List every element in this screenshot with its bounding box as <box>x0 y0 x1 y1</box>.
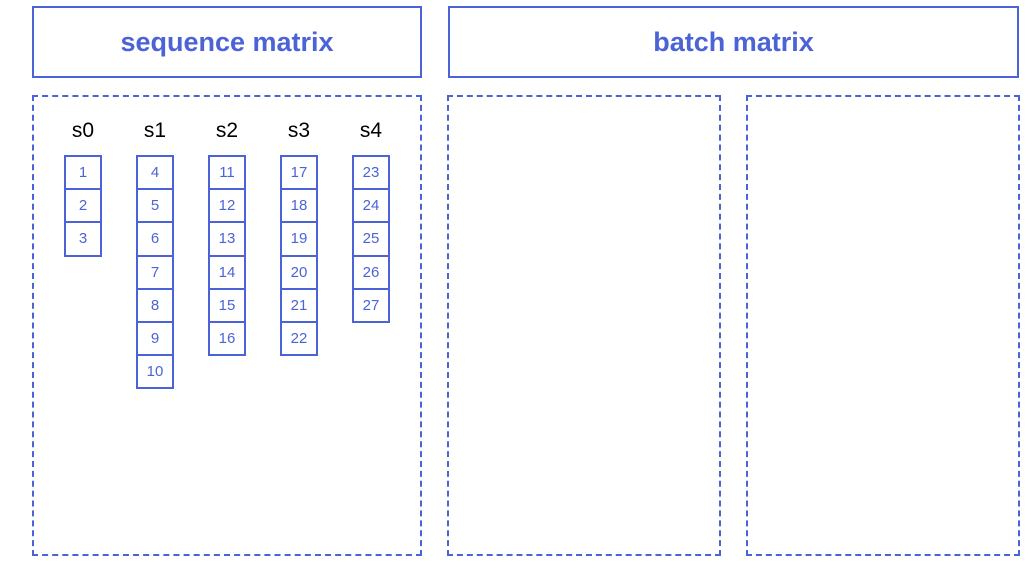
token-cell: 22 <box>280 320 318 357</box>
token-cell: 9 <box>136 320 174 357</box>
token-cell: 14 <box>208 254 246 290</box>
token-cell: 18 <box>280 188 318 224</box>
batch-matrix-header: batch matrix <box>448 6 1019 78</box>
token-cell: 15 <box>208 287 246 323</box>
sequence-label: s3 <box>287 119 311 142</box>
token-cell: 6 <box>136 221 174 257</box>
token-cell: 23 <box>352 155 390 191</box>
sequence-column-s2: s2 11 12 13 14 15 16 <box>208 119 246 357</box>
sequence-column-s4: s4 23 24 25 26 27 <box>352 119 390 323</box>
token-cell: 11 <box>208 155 246 191</box>
token-cell: 16 <box>208 320 246 357</box>
token-cell: 1 <box>64 155 102 191</box>
batch-matrix-panel-right <box>746 95 1020 556</box>
batch-matrix-title: batch matrix <box>653 26 814 57</box>
batch-matrix-panel-left <box>447 95 721 556</box>
sequence-label: s4 <box>359 119 383 142</box>
sequence-column-s0: s0 1 2 3 <box>64 119 102 257</box>
sequence-matrix-panel <box>32 95 422 556</box>
token-cell: 10 <box>136 354 174 390</box>
token-cell: 3 <box>64 221 102 257</box>
token-cell: 24 <box>352 188 390 224</box>
token-cell: 2 <box>64 188 102 224</box>
token-cell: 19 <box>280 221 318 257</box>
sequence-label: s2 <box>215 119 239 142</box>
token-cell: 8 <box>136 287 174 323</box>
token-cell: 27 <box>352 287 390 323</box>
token-cell: 13 <box>208 221 246 257</box>
sequence-matrix-title: sequence matrix <box>120 26 334 57</box>
token-cell: 20 <box>280 254 318 290</box>
token-cell: 7 <box>136 254 174 290</box>
sequence-matrix-header: sequence matrix <box>32 6 422 78</box>
token-cell: 12 <box>208 188 246 224</box>
sequence-label: s1 <box>143 119 167 142</box>
sequence-label: s0 <box>71 119 95 142</box>
token-cell: 21 <box>280 287 318 323</box>
token-cell: 5 <box>136 188 174 224</box>
token-cell: 26 <box>352 254 390 290</box>
token-cell: 4 <box>136 155 174 191</box>
sequence-column-s1: s1 4 5 6 7 8 9 10 <box>136 119 174 390</box>
token-cell: 17 <box>280 155 318 191</box>
token-cell: 25 <box>352 221 390 257</box>
sequence-column-s3: s3 17 18 19 20 21 22 <box>280 119 318 357</box>
